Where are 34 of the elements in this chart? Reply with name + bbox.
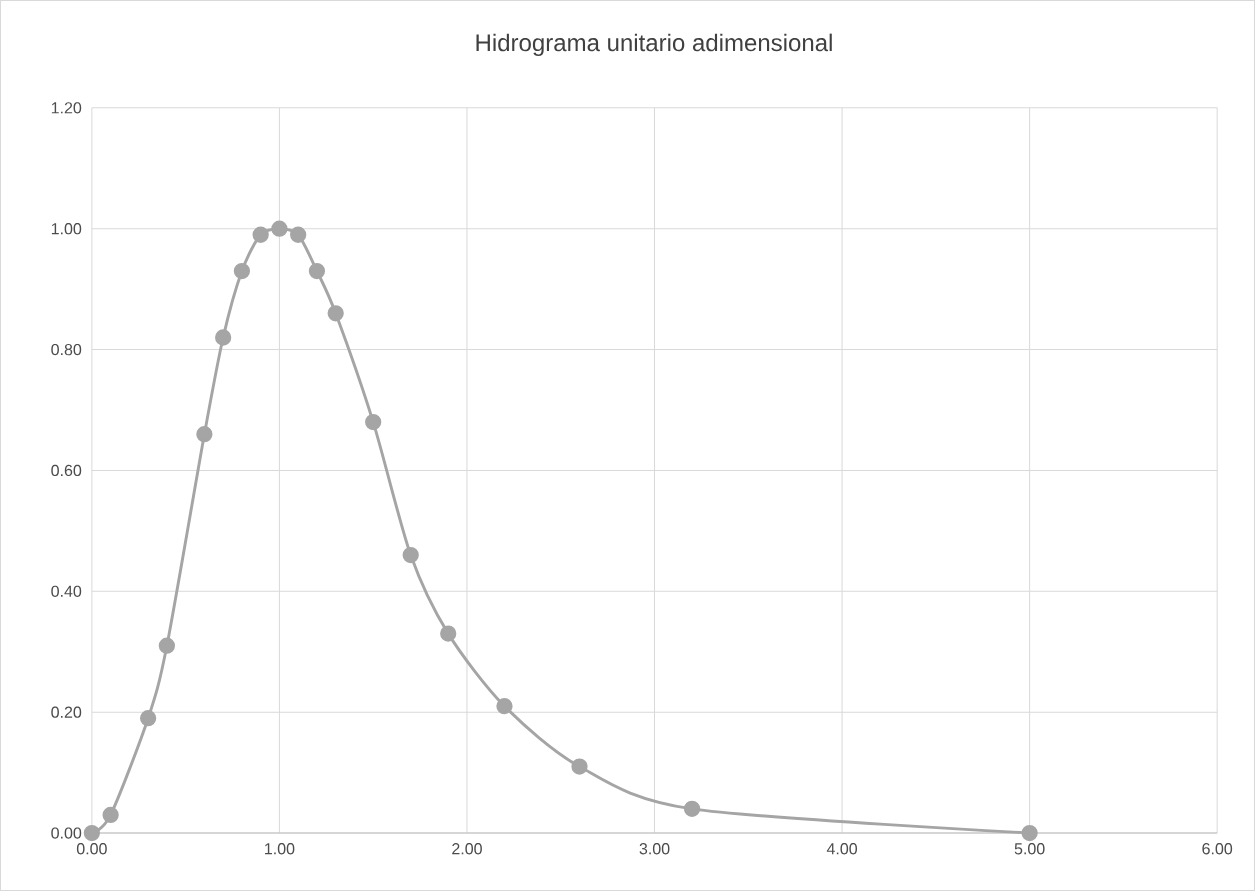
x-tick-label: 2.00	[452, 843, 482, 855]
point	[158, 637, 176, 654]
point	[308, 262, 326, 280]
x-tick-label: 3.00	[639, 843, 670, 855]
x-tick-label: 0.00	[76, 843, 107, 855]
point	[496, 698, 513, 715]
point	[1021, 824, 1038, 842]
point	[365, 414, 382, 431]
point	[402, 546, 419, 564]
point	[252, 226, 269, 243]
point	[683, 800, 701, 818]
point	[215, 329, 232, 346]
x-tick-label: 4.00	[826, 843, 858, 855]
y-tick-label: 0.40	[51, 585, 82, 598]
y-tick-label: 1.00	[51, 223, 82, 235]
point	[327, 305, 344, 322]
x-tick-label: 1.00	[265, 843, 295, 855]
y-tick-label: 0.20	[51, 706, 82, 718]
point	[571, 758, 588, 775]
y-tick-label: 1.20	[51, 102, 82, 114]
x-tick-label: 6.00	[1202, 843, 1233, 855]
point	[233, 262, 251, 280]
point	[271, 220, 288, 237]
y-tick-label: 0.80	[51, 343, 82, 356]
point	[440, 625, 457, 642]
chart-title: Hidrograma unitario adimensional	[476, 33, 832, 57]
x-tick-label: 5.00	[1014, 843, 1045, 855]
point	[196, 426, 213, 443]
point	[83, 824, 100, 842]
point	[139, 710, 157, 727]
y-tick-label: 0.60	[51, 464, 82, 477]
point	[102, 806, 119, 824]
point	[290, 226, 307, 243]
y-tick-label: 0.00	[51, 827, 82, 839]
